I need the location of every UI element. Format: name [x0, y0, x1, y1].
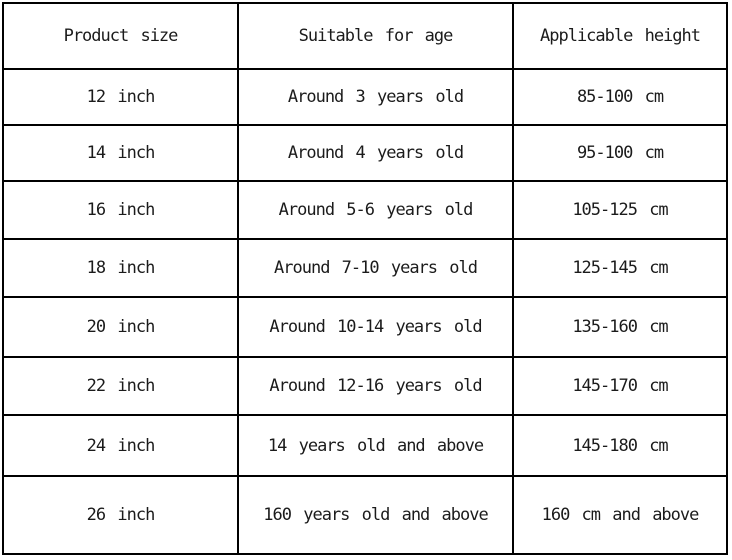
column-header-product-size: Product size: [2, 2, 239, 70]
table-row: 26 inch 160 years old and above 160 cm a…: [2, 475, 728, 555]
cell-applicable-height: 95-100 cm: [512, 124, 728, 182]
table-row: 12 inch Around 3 years old 85-100 cm: [2, 68, 728, 126]
cell-product-size: 20 inch: [2, 296, 239, 358]
table-row: 20 inch Around 10-14 years old 135-160 c…: [2, 296, 728, 358]
cell-suitable-age: Around 3 years old: [237, 68, 514, 126]
table-row: 14 inch Around 4 years old 95-100 cm: [2, 124, 728, 182]
cell-product-size: 12 inch: [2, 68, 239, 126]
table-row: 24 inch 14 years old and above 145-180 c…: [2, 414, 728, 477]
size-chart-table: Product size Suitable for age Applicable…: [2, 2, 728, 555]
cell-product-size: 14 inch: [2, 124, 239, 182]
cell-applicable-height: 135-160 cm: [512, 296, 728, 358]
cell-suitable-age: Around 12-16 years old: [237, 356, 514, 416]
cell-product-size: 26 inch: [2, 475, 239, 555]
cell-suitable-age: Around 10-14 years old: [237, 296, 514, 358]
cell-suitable-age: Around 4 years old: [237, 124, 514, 182]
cell-product-size: 16 inch: [2, 180, 239, 240]
cell-applicable-height: 145-180 cm: [512, 414, 728, 477]
cell-suitable-age: Around 5-6 years old: [237, 180, 514, 240]
cell-product-size: 22 inch: [2, 356, 239, 416]
column-header-applicable-height: Applicable height: [512, 2, 728, 70]
cell-applicable-height: 85-100 cm: [512, 68, 728, 126]
table-row: 22 inch Around 12-16 years old 145-170 c…: [2, 356, 728, 416]
cell-applicable-height: 125-145 cm: [512, 238, 728, 298]
table-row: 18 inch Around 7-10 years old 125-145 cm: [2, 238, 728, 298]
cell-applicable-height: 145-170 cm: [512, 356, 728, 416]
header-row: Product size Suitable for age Applicable…: [2, 2, 728, 70]
cell-suitable-age: Around 7-10 years old: [237, 238, 514, 298]
cell-suitable-age: 14 years old and above: [237, 414, 514, 477]
cell-product-size: 24 inch: [2, 414, 239, 477]
cell-applicable-height: 160 cm and above: [512, 475, 728, 555]
cell-applicable-height: 105-125 cm: [512, 180, 728, 240]
column-header-suitable-for-age: Suitable for age: [237, 2, 514, 70]
cell-suitable-age: 160 years old and above: [237, 475, 514, 555]
table-row: 16 inch Around 5-6 years old 105-125 cm: [2, 180, 728, 240]
cell-product-size: 18 inch: [2, 238, 239, 298]
